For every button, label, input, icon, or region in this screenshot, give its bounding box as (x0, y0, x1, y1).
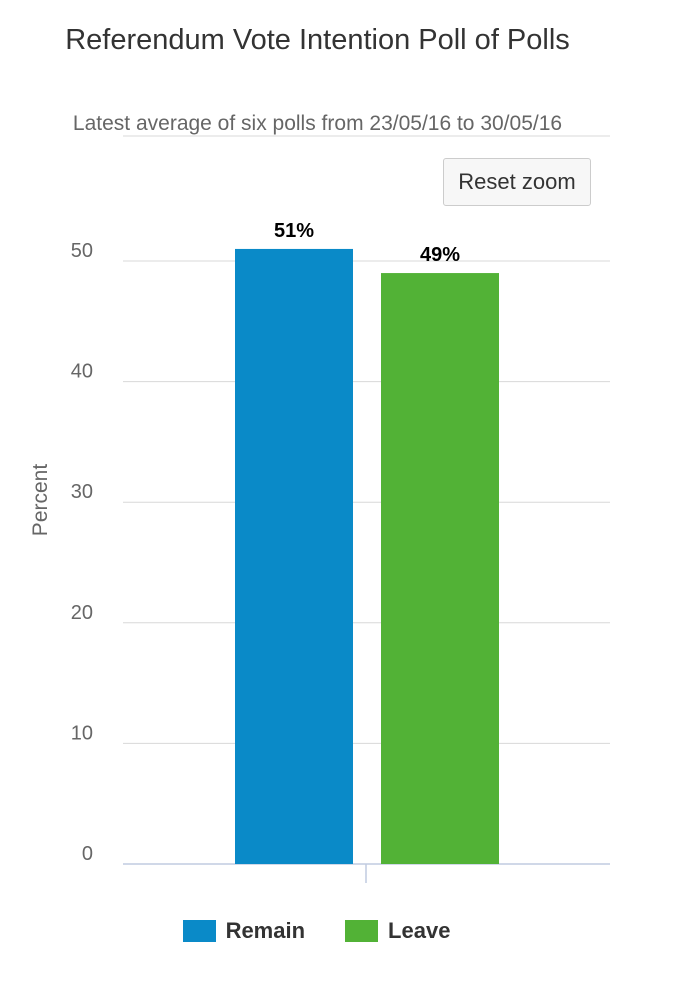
legend: Remain Leave (0, 918, 658, 944)
y-tick-label-10: 10 (71, 722, 93, 744)
legend-swatch-leave (345, 920, 379, 942)
bar-chart: 0 10 20 30 40 50 Percent 51% 49% (29, 135, 610, 883)
y-tick-label-0: 0 (82, 843, 93, 865)
y-tick-label-40: 40 (71, 361, 93, 383)
y-tick-label-30: 30 (71, 481, 93, 503)
data-label-leave: 49% (420, 244, 460, 266)
bar-leave (381, 273, 499, 864)
chart-subtitle: Latest average of six polls from 23/05/1… (72, 112, 563, 135)
legend-swatch-remain (182, 920, 216, 942)
chart-title: Referendum Vote Intention Poll of Polls (65, 24, 570, 56)
reset-zoom-button[interactable]: Reset zoom (443, 158, 591, 206)
legend-item-leave[interactable]: Leave (345, 918, 450, 944)
data-label-remain: 51% (274, 220, 314, 242)
bar-remain (235, 248, 353, 864)
legend-label-leave: Leave (388, 918, 451, 943)
y-tick-label-20: 20 (71, 602, 93, 624)
y-axis-title: Percent (29, 464, 52, 537)
legend-label-remain: Remain (225, 918, 306, 943)
legend-item-remain[interactable]: Remain (182, 918, 306, 944)
y-tick-label-50: 50 (71, 240, 93, 262)
